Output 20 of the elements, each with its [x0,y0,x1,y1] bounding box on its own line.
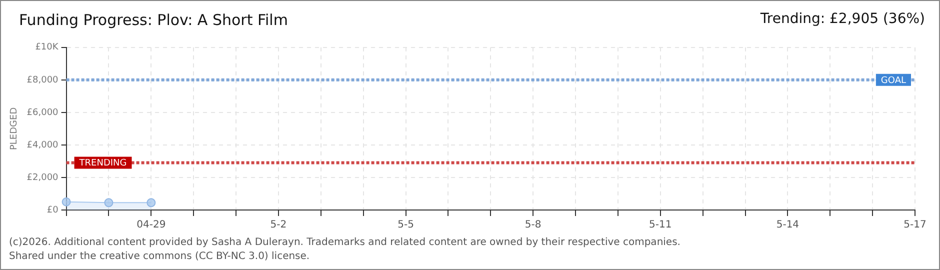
y-tick-label: £0 [46,205,59,216]
y-axis-title: PLEDGED [10,107,20,150]
y-tick-label: £10K [35,42,60,53]
text: (c)2026. Additional content provided by Sasha A Dulerayn. Trademarks and related content are owned by their respective companies. [9,236,680,250]
y-tick-label: £8,000 [26,75,59,86]
chart-title: Funding Progress: Plov: A Short Film [19,11,288,29]
ref-line-label: TRENDING [78,158,127,169]
y-tick-label: £6,000 [26,108,59,118]
x-tick-label: 5-2 [270,220,287,231]
x-tick-label: 5-14 [776,220,800,231]
x-tick-label: 5-5 [398,220,414,231]
chart-subtitle: Trending: £2,905 (36%) [760,11,925,27]
x-tick-label: 5-17 [904,220,926,231]
text: Shared under the creative commons (CC BY-NC 3.0) license. [9,250,311,264]
y-tick-label: £4,000 [26,140,59,150]
x-tick-label: 5-11 [649,220,672,231]
ref-line-label: GOAL [880,76,906,86]
x-tick-label: 5-8 [524,220,542,231]
y-tick-label: £2,000 [26,172,59,183]
x-tick-label: 04-29 [136,220,166,231]
